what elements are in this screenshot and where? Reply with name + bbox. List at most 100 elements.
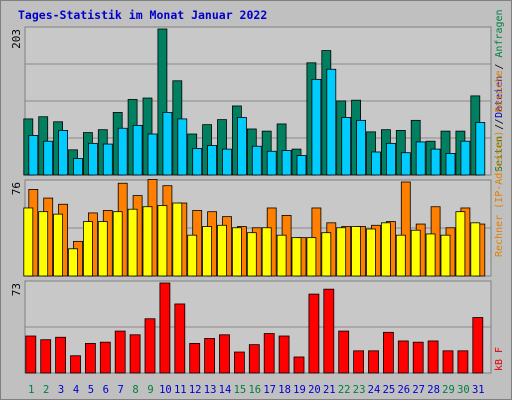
bar-dateien-day-20 (311, 78, 322, 176)
bar-rechner-ip-adressen-day-4 (68, 248, 78, 277)
bar-rechner-ip-adressen-day-8 (127, 208, 138, 277)
bar-anfragen-day-18 (276, 123, 287, 176)
bar-kb-f-day-5 (85, 343, 96, 374)
bar-kb-f-day-27 (412, 341, 424, 374)
bar-dateien-day-11 (177, 118, 188, 176)
bar-rechner-ip-adressen-day-26 (395, 234, 406, 277)
bar-rechner-ip-adressen-day-14 (217, 224, 227, 277)
bar-dateien-day-2 (43, 140, 54, 176)
bar-rechner-ip-adressen-day-31 (470, 222, 481, 277)
x-tick-label-day-12: 12 (189, 384, 202, 396)
bar-dateien-day-16 (251, 145, 262, 176)
bar-rechner-ip-adressen-day-24 (366, 228, 376, 277)
bar-kb-f-day-28 (427, 340, 439, 374)
bar-dateien-day-4 (73, 158, 83, 176)
bar-kb-f-day-16 (248, 344, 260, 374)
x-tick-label-day-4: 4 (73, 384, 79, 396)
bar-kb-f-day-17 (263, 333, 275, 374)
bar-dateien-day-26 (400, 152, 411, 176)
bar-rechner-ip-adressen-day-17 (261, 227, 272, 277)
x-tick-label-day-7: 7 (118, 384, 124, 396)
x-tick-label-day-8: 8 (132, 384, 138, 396)
x-tick-label-day-18: 18 (278, 384, 291, 396)
bar-rechner-ip-adressen-day-1 (23, 207, 34, 277)
visits-ymax-label: 76 (10, 182, 23, 195)
x-tick-label-day-28: 28 (427, 384, 440, 396)
x-tick-label-day-31: 31 (472, 384, 485, 396)
x-tick-label-day-1: 1 (28, 384, 34, 396)
x-tick-label-day-23: 23 (353, 384, 366, 396)
bar-rechner-ip-adressen-day-9 (142, 206, 153, 277)
bar-dateien-day-10 (162, 112, 173, 176)
x-tick-label-day-10: 10 (159, 384, 172, 396)
bar-kb-f-day-31 (472, 317, 484, 374)
bar-dateien-day-31 (475, 122, 486, 176)
x-tick-label-day-5: 5 (88, 384, 94, 396)
x-tick-label-day-6: 6 (103, 384, 109, 396)
bar-dateien-day-5 (88, 142, 98, 176)
bar-kb-f-day-21 (323, 288, 335, 374)
bar-kb-f-day-3 (55, 336, 66, 374)
bar-kb-f-day-29 (442, 350, 454, 374)
bar-rechner-ip-adressen-day-5 (83, 221, 93, 277)
bar-kb-f-day-19 (293, 356, 305, 374)
x-tick-label-day-20: 20 (308, 384, 321, 396)
bar-rechner-ip-adressen-day-6 (97, 221, 108, 277)
x-tick-label-day-29: 29 (442, 384, 455, 396)
bar-rechner-ip-adressen-day-7 (112, 211, 123, 277)
bar-rechner-ip-adressen-day-11 (172, 202, 183, 277)
x-tick-label-day-15: 15 (234, 384, 247, 396)
bar-kb-f-day-18 (278, 335, 290, 374)
bar-rechner-ip-adressen-day-16 (246, 232, 257, 277)
x-tick-label-day-17: 17 (263, 384, 276, 396)
legend-separator: / (494, 58, 505, 76)
bar-dateien-day-21 (326, 68, 337, 176)
bar-rechner-ip-adressen-day-23 (351, 226, 362, 277)
bar-kb-f-day-8 (129, 334, 141, 374)
x-tick-label-day-22: 22 (338, 384, 351, 396)
bar-rechner-ip-adressen-day-19 (291, 237, 302, 277)
x-tick-label-day-11: 11 (174, 384, 187, 396)
bar-dateien-day-3 (58, 130, 68, 176)
bar-dateien-day-7 (117, 127, 128, 176)
x-tick-label-day-19: 19 (293, 384, 306, 396)
bar-dateien-day-8 (132, 124, 143, 176)
x-tick-label-day-14: 14 (219, 384, 232, 396)
legend-kb: kB F (494, 347, 505, 371)
hits-ymax-label: 203 (10, 29, 23, 49)
bar-kb-f-day-20 (308, 293, 320, 374)
bar-dateien-day-14 (222, 148, 232, 176)
bar-rechner-ip-adressen-day-27 (410, 229, 421, 277)
bar-anfragen-day-14 (217, 119, 227, 176)
bar-kb-f-day-15 (233, 351, 245, 374)
x-tick-label-day-27: 27 (412, 384, 425, 396)
legend-separator: / (494, 118, 505, 136)
bar-dateien-day-22 (341, 117, 352, 176)
bar-kb-f-day-22 (338, 330, 350, 374)
bar-dateien-day-25 (385, 142, 396, 176)
bar-rechner-ip-adressen-day-20 (306, 237, 317, 277)
bar-dateien-day-17 (266, 150, 277, 176)
x-tick-label-day-26: 26 (397, 384, 410, 396)
x-tick-label-day-25: 25 (383, 384, 396, 396)
bar-rechner-ip-adressen-day-18 (276, 234, 287, 277)
bar-dateien-day-15 (236, 117, 247, 176)
bar-kb-f-day-23 (353, 350, 365, 374)
bar-rechner-ip-adressen-day-30 (455, 211, 466, 277)
x-tick-label-day-24: 24 (368, 384, 381, 396)
bar-kb-f-day-2 (40, 339, 52, 374)
visits-legend-label: Rechner (IP-Adressen) / Besuche (494, 70, 505, 257)
legend-anfragen: Anfragen (494, 9, 505, 57)
x-tick-label-day-16: 16 (248, 384, 261, 396)
chart-title: Tages-Statistik im Monat Januar 2022 (18, 8, 268, 22)
bar-kb-f-day-11 (174, 303, 186, 374)
bar-kb-f-day-25 (382, 331, 394, 374)
legend-rechner: Rechner (IP-Adressen) (494, 131, 505, 257)
bar-kb-f-day-13 (204, 338, 216, 374)
bar-anfragen-day-10 (157, 28, 168, 176)
traffic-legend-label: kB F (494, 347, 505, 371)
bar-rechner-ip-adressen-day-10 (157, 205, 168, 277)
bar-kb-f-day-7 (114, 330, 126, 374)
bar-dateien-day-12 (192, 147, 203, 176)
